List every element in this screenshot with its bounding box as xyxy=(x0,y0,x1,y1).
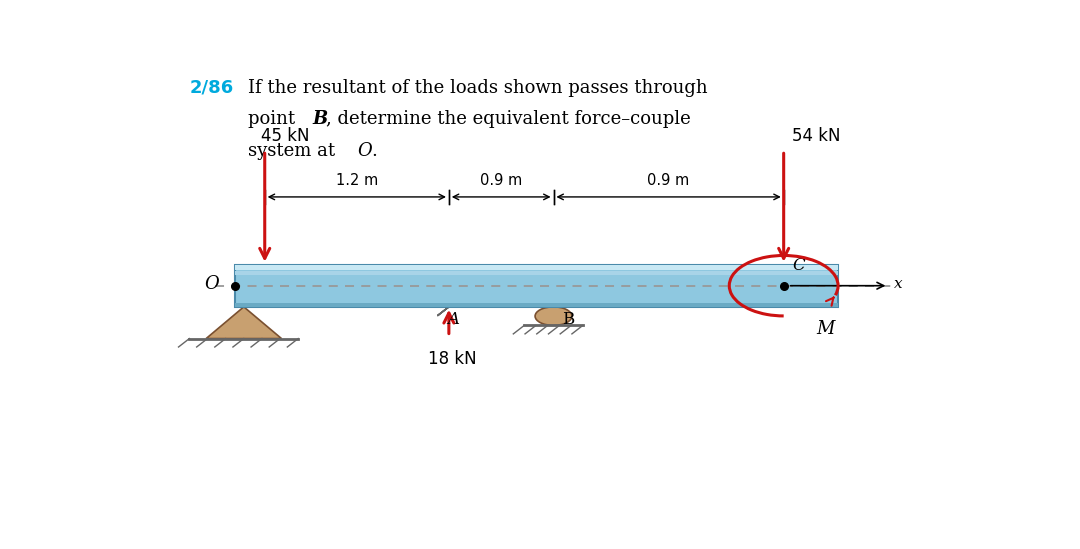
Text: O: O xyxy=(356,142,372,160)
Text: 54 kN: 54 kN xyxy=(792,127,840,145)
Text: 1.2 m: 1.2 m xyxy=(336,172,378,188)
Bar xyxy=(235,265,838,307)
Bar xyxy=(235,271,838,274)
Bar xyxy=(235,265,838,271)
Text: 0.9 m: 0.9 m xyxy=(481,172,523,188)
Polygon shape xyxy=(206,307,282,339)
Text: point: point xyxy=(248,110,301,128)
Text: .: . xyxy=(372,142,377,160)
Text: A: A xyxy=(447,311,459,328)
Text: 2/86: 2/86 xyxy=(189,79,233,97)
Text: If the resultant of the loads shown passes through: If the resultant of the loads shown pass… xyxy=(248,79,707,97)
Text: , determine the equivalent force–couple: , determine the equivalent force–couple xyxy=(326,110,690,128)
Text: C: C xyxy=(792,257,805,274)
Text: O: O xyxy=(204,276,219,293)
Text: B: B xyxy=(312,110,327,128)
Bar xyxy=(235,302,838,307)
Text: x: x xyxy=(894,277,903,292)
Text: system at: system at xyxy=(248,142,341,160)
Text: 45 kN: 45 kN xyxy=(260,127,309,145)
Text: 0.9 m: 0.9 m xyxy=(648,172,690,188)
Circle shape xyxy=(535,307,572,326)
Text: 18 kN: 18 kN xyxy=(428,350,476,368)
Text: B: B xyxy=(563,311,575,328)
Text: M: M xyxy=(816,320,835,338)
